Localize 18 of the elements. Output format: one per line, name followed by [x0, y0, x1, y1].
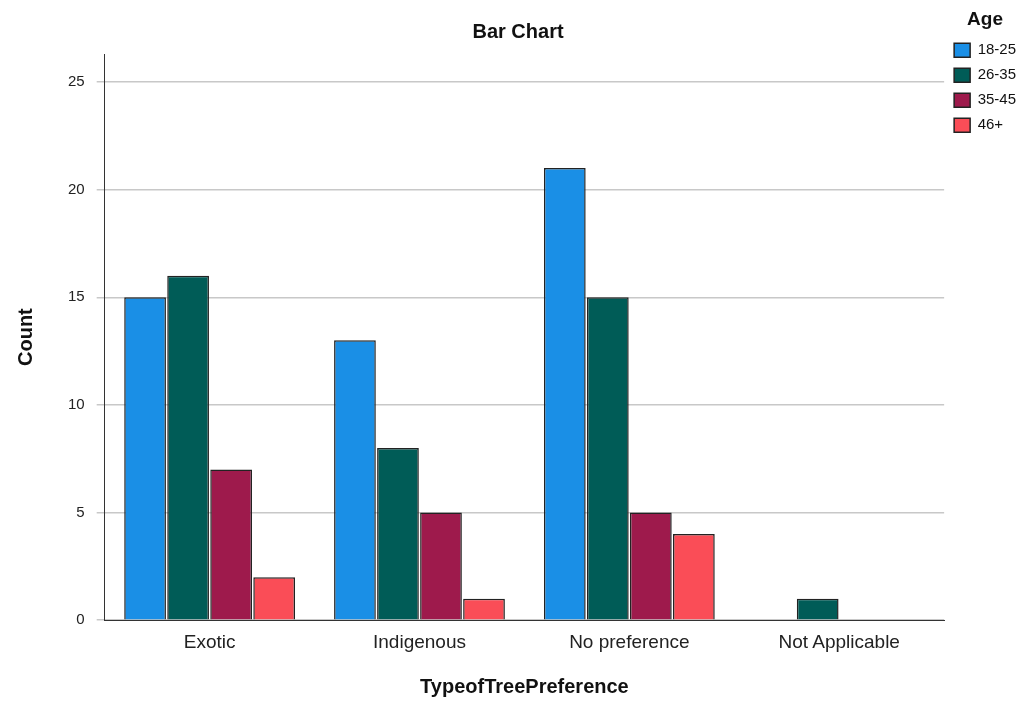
y-tick-label: 15: [68, 287, 85, 305]
legend-label: 18-25: [977, 40, 1017, 58]
x-tick-label: Not Applicable: [778, 630, 900, 652]
y-tick-label: 25: [68, 72, 85, 90]
y-tick-label: 0: [76, 610, 85, 628]
legend-title: Age: [967, 7, 1004, 29]
legend-label: 35-45: [977, 90, 1017, 108]
x-tick-label: No preference: [569, 630, 690, 652]
chart-title: Bar Chart: [472, 19, 564, 42]
y-axis-title: Count: [13, 307, 36, 366]
x-axis-title: TypeofTreePreference: [420, 674, 629, 697]
legend-label: 26-35: [977, 65, 1017, 83]
y-tick-label: 10: [68, 395, 85, 413]
x-tick-label: Exotic: [183, 630, 236, 652]
x-tick-label: Indigenous: [372, 630, 466, 652]
legend-label: 46+: [977, 115, 1004, 133]
y-tick-label: 20: [68, 179, 85, 197]
y-tick-label: 5: [76, 502, 85, 520]
